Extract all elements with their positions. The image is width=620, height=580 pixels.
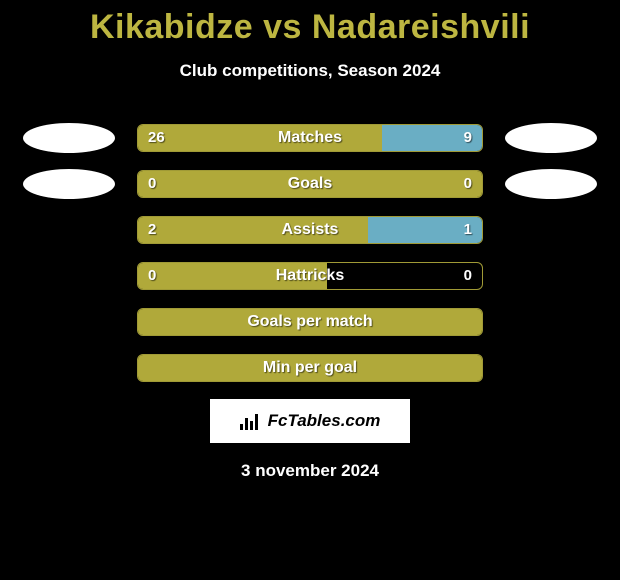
stat-label: Matches — [138, 124, 482, 152]
stat-value-right: 0 — [464, 262, 472, 290]
bar-chart-icon — [240, 412, 260, 430]
stats-container: Matches269Goals00Assists21Hattricks00Goa… — [0, 123, 620, 383]
stat-label: Hattricks — [138, 262, 482, 290]
left-avatar-slot — [19, 123, 119, 153]
right-avatar-slot — [501, 169, 601, 199]
stat-label: Goals per match — [138, 308, 482, 336]
stat-value-right: 9 — [464, 124, 472, 152]
player-avatar-placeholder — [23, 169, 115, 199]
stat-value-right: 1 — [464, 216, 472, 244]
date-label: 3 november 2024 — [0, 461, 620, 481]
stat-value-left: 26 — [148, 124, 165, 152]
page-subtitle: Club competitions, Season 2024 — [0, 61, 620, 81]
stat-row: Matches26 9 — [0, 123, 620, 153]
stat-value-right: 0 — [464, 170, 472, 198]
stat-row: Assists2 1 — [0, 215, 620, 245]
stat-bar: Goals0 0 — [137, 170, 483, 198]
stat-row: Min per goal — [0, 353, 620, 383]
stat-bar: Min per goal — [137, 354, 483, 382]
stat-bar: Goals per match — [137, 308, 483, 336]
left-avatar-slot — [19, 353, 119, 383]
right-avatar-slot — [501, 123, 601, 153]
stat-value-left: 0 — [148, 170, 156, 198]
left-avatar-slot — [19, 307, 119, 337]
page-title: Kikabidze vs Nadareishvili — [0, 0, 620, 47]
player-avatar-placeholder — [505, 123, 597, 153]
attribution-text: FcTables.com — [268, 411, 381, 431]
stat-label: Assists — [138, 216, 482, 244]
stat-bar: Assists2 1 — [137, 216, 483, 244]
stat-bar: Hattricks0 0 — [137, 262, 483, 290]
right-avatar-slot — [501, 353, 601, 383]
right-avatar-slot — [501, 215, 601, 245]
right-avatar-slot — [501, 261, 601, 291]
stat-row: Goals per match — [0, 307, 620, 337]
attribution-badge: FcTables.com — [210, 399, 410, 443]
left-avatar-slot — [19, 261, 119, 291]
stat-label: Min per goal — [138, 354, 482, 382]
left-avatar-slot — [19, 215, 119, 245]
stat-row: Goals0 0 — [0, 169, 620, 199]
player-avatar-placeholder — [23, 123, 115, 153]
stat-value-left: 2 — [148, 216, 156, 244]
stat-label: Goals — [138, 170, 482, 198]
stat-value-left: 0 — [148, 262, 156, 290]
right-avatar-slot — [501, 307, 601, 337]
left-avatar-slot — [19, 169, 119, 199]
player-avatar-placeholder — [505, 169, 597, 199]
stat-row: Hattricks0 0 — [0, 261, 620, 291]
stat-bar: Matches26 9 — [137, 124, 483, 152]
